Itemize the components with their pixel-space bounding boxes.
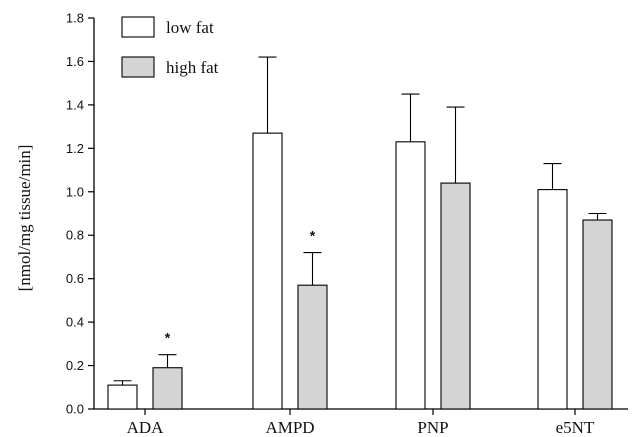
y-tick-label: 0.0 xyxy=(66,402,84,417)
y-tick-label: 1.2 xyxy=(66,141,84,156)
significance-marker: * xyxy=(310,228,316,244)
y-tick-label: 0.8 xyxy=(66,228,84,243)
bar xyxy=(537,189,568,410)
bars: ** xyxy=(107,56,613,410)
bar xyxy=(582,219,613,410)
legend-label: high fat xyxy=(166,58,219,77)
legend-swatch xyxy=(121,56,155,78)
bar xyxy=(252,132,283,410)
significance-marker: * xyxy=(165,330,171,346)
y-tick-label: 1.8 xyxy=(66,11,84,26)
y-tick-label: 0.4 xyxy=(66,315,84,330)
bar xyxy=(297,284,328,410)
bar xyxy=(107,384,138,410)
y-tick-label: 1.6 xyxy=(66,54,84,69)
x-tick-label: AMPD xyxy=(265,418,314,437)
bar xyxy=(395,141,426,410)
y-tick-label: 1.4 xyxy=(66,97,84,112)
legend-swatch xyxy=(121,16,155,38)
y-axis-title: [nmol/mg tissue/min] xyxy=(15,145,34,292)
bar xyxy=(440,182,471,410)
legend: low fat high fat xyxy=(121,16,219,78)
x-tick-label: e5NT xyxy=(556,418,595,437)
x-tick-label: ADA xyxy=(127,418,165,437)
y-tick-label: 0.6 xyxy=(66,271,84,286)
y-tick-label: 0.2 xyxy=(66,358,84,373)
bar xyxy=(152,367,183,410)
x-tick-label: PNP xyxy=(417,418,448,437)
axes: 0.0 0.2 0.4 0.6 0.8 1.0 1.2 1.4 1.6 1.8 ADA AMPD PNP… xyxy=(66,11,628,437)
legend-label: low fat xyxy=(166,18,214,37)
y-tick-label: 1.0 xyxy=(66,184,84,199)
